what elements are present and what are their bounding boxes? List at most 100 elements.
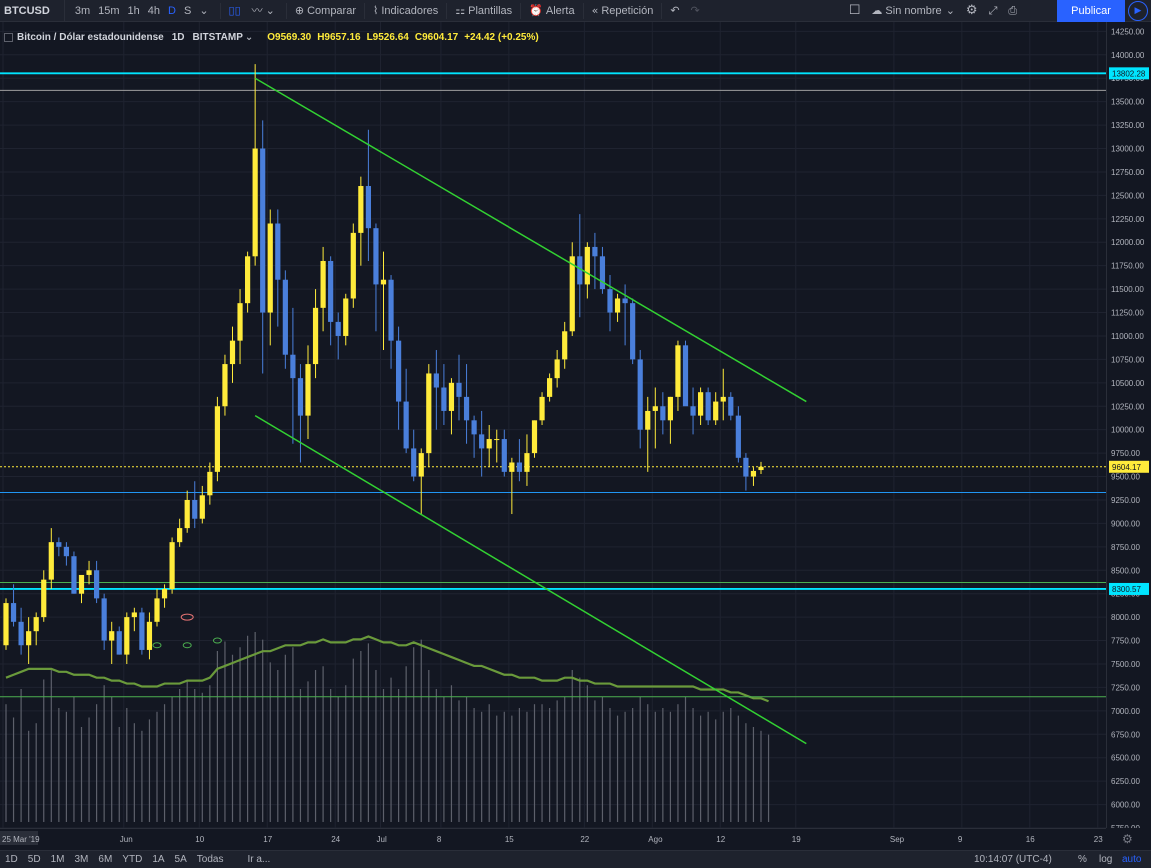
interval-s[interactable]: S xyxy=(183,4,192,17)
candle-body xyxy=(614,298,621,313)
candle-body xyxy=(56,542,62,547)
candle-body xyxy=(335,321,341,336)
candle-body xyxy=(320,260,326,308)
interval-1h[interactable]: 1h xyxy=(127,4,140,17)
interval-15m[interactable]: 15m xyxy=(98,4,120,17)
undo-button[interactable]: ↶ xyxy=(666,0,686,22)
candles-type-button[interactable]: ▯▯ xyxy=(225,0,248,22)
candle-body xyxy=(177,528,183,543)
price-tag-bg xyxy=(1109,582,1149,595)
candle-body xyxy=(358,186,364,233)
goto-date-button[interactable]: Ir a... xyxy=(247,854,271,865)
candlesticks xyxy=(3,64,764,664)
redo-button[interactable]: ↷ xyxy=(687,0,707,22)
candle-body xyxy=(682,345,689,407)
pattern-markers xyxy=(152,613,222,649)
range-all[interactable]: Todas xyxy=(196,854,224,865)
candle-body xyxy=(237,303,243,341)
candle-body xyxy=(509,462,515,472)
candle-body xyxy=(448,382,455,411)
price-tick-label: 9750.00 xyxy=(1111,449,1140,458)
time-tick-label: Sep xyxy=(890,835,905,844)
compare-button[interactable]: ⊕ Comparar xyxy=(291,0,360,22)
rewind-icon: « xyxy=(591,3,599,17)
candle-body xyxy=(161,589,168,599)
candle-body xyxy=(139,612,145,650)
compare-label: Comparar xyxy=(307,4,356,17)
price-tick-label: 7000.00 xyxy=(1111,707,1140,716)
timezone-clock[interactable]: 10:14:07 (UTC-4) xyxy=(974,854,1052,865)
candle-body xyxy=(275,223,281,280)
range-1m[interactable]: 1M xyxy=(50,854,65,865)
trendlines xyxy=(254,77,807,745)
price-axis[interactable]: 14250.0014000.0013750.0013500.0013250.00… xyxy=(1106,22,1151,828)
axis-settings-icon[interactable]: ⚙ xyxy=(1122,832,1133,846)
price-tick-label: 12500.00 xyxy=(1111,191,1145,200)
replay-button[interactable]: «Repetición xyxy=(588,0,658,22)
candle-body xyxy=(426,373,432,454)
time-tick-label: 9 xyxy=(958,835,963,844)
price-tick-label: 13500.00 xyxy=(1111,98,1145,107)
range-5a[interactable]: 5A xyxy=(174,854,187,865)
range-6m[interactable]: 6M xyxy=(98,854,113,865)
candle-body xyxy=(305,364,311,416)
interval-dropdown-icon[interactable]: ⌄ xyxy=(199,3,209,17)
range-3m[interactable]: 3M xyxy=(74,854,89,865)
candle-body xyxy=(547,378,553,397)
interval-3m[interactable]: 3m xyxy=(74,4,91,17)
candle-body xyxy=(124,617,130,655)
snapshot-button[interactable]: ⎙ xyxy=(1004,0,1024,22)
candle-body xyxy=(743,457,749,477)
range-1a[interactable]: 1A xyxy=(152,854,165,865)
auto-scale-toggle[interactable]: auto xyxy=(1122,854,1142,865)
candle-body xyxy=(214,406,220,472)
chart-style-button[interactable]: 〰 ⌄ xyxy=(248,0,282,22)
alert-button[interactable]: ⏰ Alerta xyxy=(525,0,578,22)
candle-body xyxy=(562,331,568,360)
symbol-search[interactable]: BTCUSD xyxy=(0,0,65,22)
templates-button[interactable]: ⚏ Plantillas xyxy=(451,0,516,22)
price-tick-label: 9500.00 xyxy=(1111,473,1140,482)
range-5d[interactable]: 5D xyxy=(27,854,41,865)
time-cursor-bg xyxy=(0,831,38,845)
candle-body xyxy=(494,439,500,441)
candle-body xyxy=(630,303,636,360)
indicators-button[interactable]: ⌇ Indicadores xyxy=(369,0,442,22)
candle-body xyxy=(199,495,205,519)
collapse-legend-icon[interactable] xyxy=(4,33,13,42)
price-tick-label: 6500.00 xyxy=(1111,754,1140,763)
price-chart[interactable] xyxy=(0,22,1106,828)
legend-interval: 1D xyxy=(171,32,185,43)
trendline xyxy=(254,414,807,745)
candle-body xyxy=(622,298,628,304)
play-icon[interactable]: ▶ xyxy=(1128,1,1148,21)
layout-name-button[interactable]: ☁ Sin nombre ⌄ xyxy=(867,0,961,22)
percent-scale-toggle[interactable]: % xyxy=(1078,854,1087,865)
candle-body xyxy=(607,289,613,313)
candle-body xyxy=(758,466,764,471)
candle-body xyxy=(373,228,379,285)
candle-body xyxy=(720,396,726,402)
horizontal-levels xyxy=(0,72,1106,698)
candle-body xyxy=(675,345,681,397)
candle-body xyxy=(63,546,69,557)
time-axis[interactable]: 25 Mar '19 Jun 10 17 24 Jul 8 15 22 Ago 12 19 Sep 9 16… xyxy=(0,828,1106,850)
legend-exchange: BITSTAMP xyxy=(192,32,243,43)
candle-body xyxy=(652,406,658,411)
indicators-label: Indicadores xyxy=(381,4,439,17)
interval-4h[interactable]: 4h xyxy=(147,4,161,17)
candle-body xyxy=(531,420,538,454)
replay-label: Repetición xyxy=(601,4,654,17)
range-ytd[interactable]: YTD xyxy=(122,854,143,865)
range-1d[interactable]: 1D xyxy=(5,854,18,865)
settings-button[interactable]: ⚙ xyxy=(962,0,985,22)
publish-button[interactable]: Publicar xyxy=(1057,0,1125,22)
price-tag: 8300.57 xyxy=(1109,582,1149,595)
log-scale-toggle[interactable]: log xyxy=(1099,854,1113,865)
camera-icon: ⎙ xyxy=(1008,3,1018,17)
candle-body xyxy=(501,439,507,472)
fullscreen-button[interactable]: ⤢ xyxy=(985,0,1005,22)
interval-d[interactable]: D xyxy=(168,4,176,17)
candle-body xyxy=(569,256,575,332)
fullscreen-box-button[interactable]: ☐ xyxy=(845,0,868,22)
